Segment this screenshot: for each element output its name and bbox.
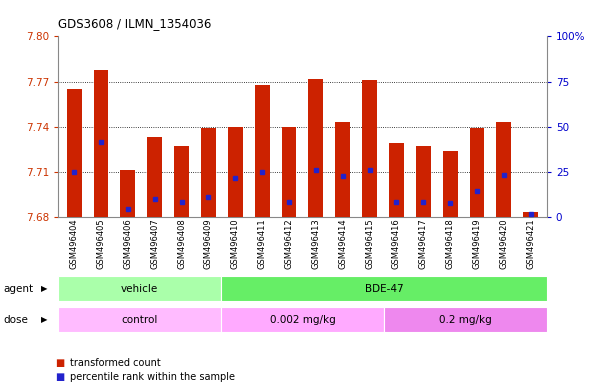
- Text: ■: ■: [55, 372, 64, 382]
- Bar: [174, 146, 189, 217]
- Text: GDS3608 / ILMN_1354036: GDS3608 / ILMN_1354036: [58, 17, 211, 30]
- Bar: [389, 143, 404, 217]
- Bar: [147, 137, 162, 217]
- Bar: [93, 70, 108, 217]
- Bar: [384, 307, 547, 332]
- Text: 0.002 mg/kg: 0.002 mg/kg: [269, 314, 335, 325]
- Bar: [416, 146, 431, 217]
- Bar: [443, 151, 458, 217]
- Bar: [221, 307, 384, 332]
- Bar: [335, 122, 350, 217]
- Text: dose: dose: [3, 314, 28, 325]
- Bar: [201, 128, 216, 217]
- Text: ■: ■: [55, 358, 64, 368]
- Bar: [497, 122, 511, 217]
- Bar: [362, 80, 377, 217]
- Bar: [67, 89, 81, 217]
- Bar: [228, 127, 243, 217]
- Text: percentile rank within the sample: percentile rank within the sample: [70, 372, 235, 382]
- Bar: [255, 84, 269, 217]
- Bar: [524, 212, 538, 217]
- Bar: [470, 128, 485, 217]
- Text: BDE-47: BDE-47: [365, 284, 403, 294]
- Text: vehicle: vehicle: [121, 284, 158, 294]
- Text: ▶: ▶: [41, 285, 47, 293]
- Text: transformed count: transformed count: [70, 358, 161, 368]
- Text: ▶: ▶: [41, 315, 47, 324]
- Bar: [309, 79, 323, 217]
- Text: agent: agent: [3, 284, 33, 294]
- Text: 0.2 mg/kg: 0.2 mg/kg: [439, 314, 492, 325]
- Bar: [282, 127, 296, 217]
- Bar: [58, 307, 221, 332]
- Bar: [58, 276, 221, 301]
- Bar: [221, 276, 547, 301]
- Bar: [120, 170, 135, 217]
- Text: control: control: [122, 314, 158, 325]
